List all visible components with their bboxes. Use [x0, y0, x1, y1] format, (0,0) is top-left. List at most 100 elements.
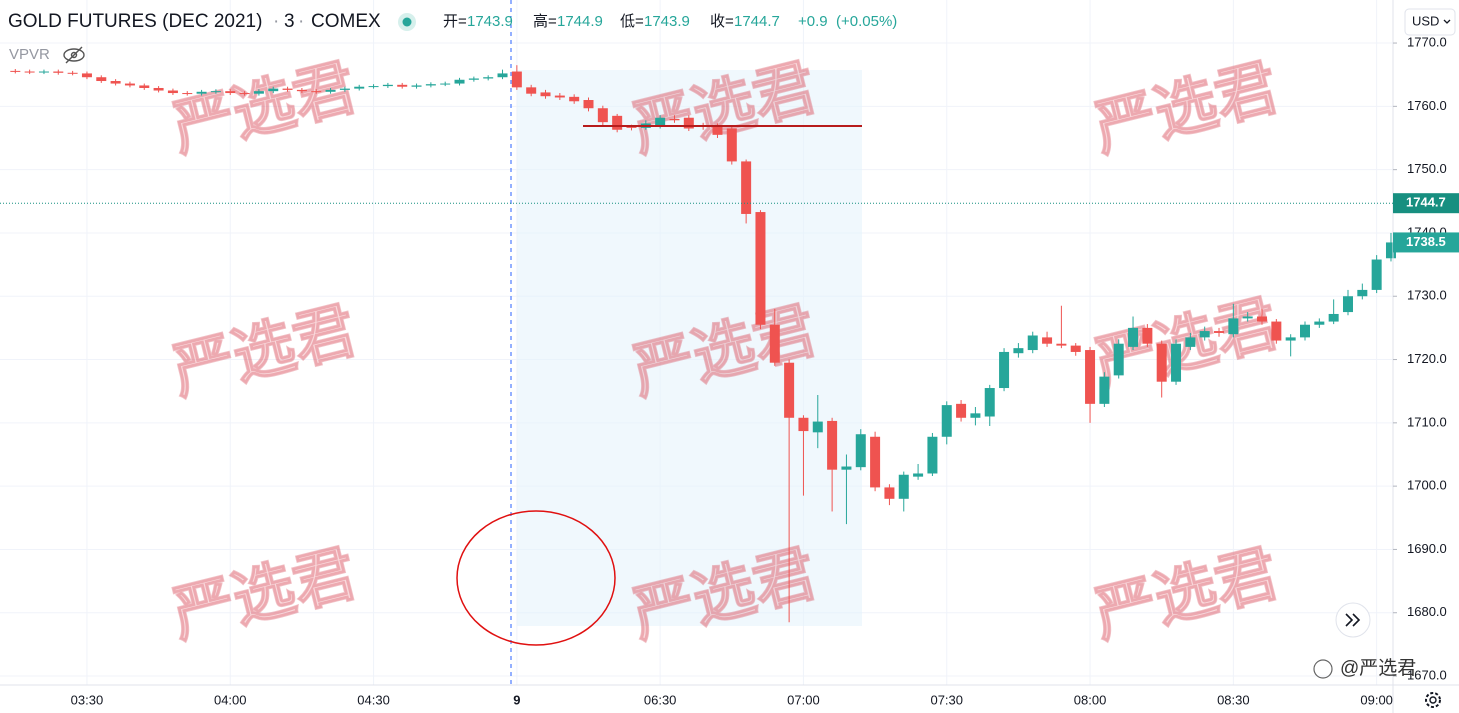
candle-body	[1056, 343, 1067, 346]
candle-body	[1328, 313, 1339, 322]
candle-body	[1113, 343, 1124, 376]
candle-body	[669, 119, 680, 121]
candles	[10, 65, 1396, 623]
candle-body	[1128, 327, 1139, 347]
candle-body	[468, 78, 479, 80]
currency[interactable]: USD	[1412, 13, 1439, 28]
candle-body	[726, 128, 737, 162]
candle-body	[53, 71, 64, 73]
ohlc-legend: 开= 1743.9 高= 1744.9 低= 1743.9 收= 1744.7 +0.9 (+0.…	[443, 13, 897, 30]
candle-body	[1199, 331, 1210, 338]
candle-body	[1070, 345, 1081, 352]
status-dot	[402, 17, 412, 27]
candle-body	[253, 91, 264, 94]
candle-body	[210, 91, 221, 93]
candle-body	[827, 420, 838, 470]
x-tick-label: 04:00	[214, 692, 247, 707]
y-tick-label: 1770.0	[1407, 34, 1447, 49]
candle-body	[382, 84, 393, 87]
candle-body	[1171, 343, 1182, 382]
candle-body	[411, 85, 422, 87]
candle-body	[1385, 242, 1396, 259]
ohlc-value: 1743.9	[467, 13, 513, 30]
candle-body	[167, 90, 178, 94]
candle-body	[569, 96, 580, 102]
hide-icon[interactable]	[63, 46, 85, 64]
scroll-icon[interactable]	[1345, 613, 1361, 627]
candle-body	[798, 417, 809, 432]
price-badge	[1393, 193, 1459, 214]
candle-body	[1342, 296, 1353, 313]
exchange: COMEX	[311, 11, 381, 32]
eye-slash[interactable]	[65, 46, 83, 64]
price-badge-label: 1738.5	[1406, 234, 1446, 249]
x-tick-label: 06:30	[644, 692, 677, 707]
candle-body	[1027, 335, 1038, 351]
candle-body	[1214, 331, 1225, 333]
candle-body	[683, 117, 694, 129]
candle-body	[282, 88, 293, 90]
settings-icon-center[interactable]	[1429, 696, 1437, 704]
footer-logo	[1313, 659, 1333, 679]
dropdown-arrow[interactable]	[1443, 19, 1451, 24]
candle-body	[296, 89, 307, 92]
candle-body	[124, 83, 135, 86]
candle-body	[153, 87, 164, 91]
candle-body	[884, 487, 895, 499]
ohlc-label: 收=	[710, 13, 734, 30]
currency-button[interactable]	[1404, 8, 1456, 36]
candle-body	[597, 108, 608, 123]
x-tick-label: 07:00	[787, 692, 820, 707]
separator: ·	[273, 11, 279, 32]
x-tick-label: 08:30	[1217, 692, 1250, 707]
candle-body	[81, 73, 92, 78]
y-tick-label: 1690.0	[1407, 541, 1447, 556]
x-tick-label: 03:30	[71, 692, 104, 707]
candle-body	[425, 84, 436, 86]
x-tick-label: 08:00	[1074, 692, 1107, 707]
separator: ·	[298, 11, 304, 32]
candle-body	[1300, 324, 1310, 338]
x-tick-label: 9	[513, 692, 520, 707]
ohlc-label: 低=	[620, 13, 644, 30]
eye-pupil[interactable]	[70, 51, 78, 59]
candle-body	[1042, 337, 1053, 344]
candle-body	[182, 93, 193, 95]
candle-body	[1257, 316, 1268, 322]
candle-body	[225, 91, 236, 94]
candle-body	[454, 79, 465, 84]
candle-body	[554, 95, 565, 98]
candle-body	[755, 212, 766, 325]
candle-body	[196, 91, 207, 94]
ohlc-value: 1743.9	[644, 13, 690, 30]
candle-body	[10, 70, 21, 72]
x-tick-label: 09:00	[1360, 692, 1393, 707]
settings-icon[interactable]	[1425, 692, 1441, 708]
candle-body	[741, 161, 752, 214]
candle-body	[1357, 289, 1368, 297]
candle-body	[1142, 327, 1153, 344]
candle-body	[612, 115, 623, 130]
candle-body	[970, 413, 981, 418]
eye[interactable]	[63, 48, 85, 62]
candle-body	[712, 125, 723, 135]
candle-body	[913, 473, 924, 477]
change-percent: (+0.05%)	[836, 13, 897, 30]
interval: 3	[284, 11, 295, 32]
candle-body	[483, 77, 494, 79]
candle-body	[311, 91, 322, 93]
candle-body	[626, 126, 637, 128]
x-tick-label: 04:30	[357, 692, 390, 707]
candle-body	[1314, 321, 1325, 325]
y-tick-label: 1670.0	[1407, 667, 1447, 682]
candle-body	[1271, 321, 1282, 341]
footer-watermark: @严选君	[1340, 657, 1416, 679]
profile-region	[517, 70, 862, 626]
candle-body	[339, 88, 350, 90]
candle-body	[769, 324, 780, 363]
candle-body	[239, 93, 250, 95]
candle-body	[497, 73, 508, 78]
ohlc-label: 开=	[443, 13, 467, 30]
candle-body	[583, 100, 594, 109]
